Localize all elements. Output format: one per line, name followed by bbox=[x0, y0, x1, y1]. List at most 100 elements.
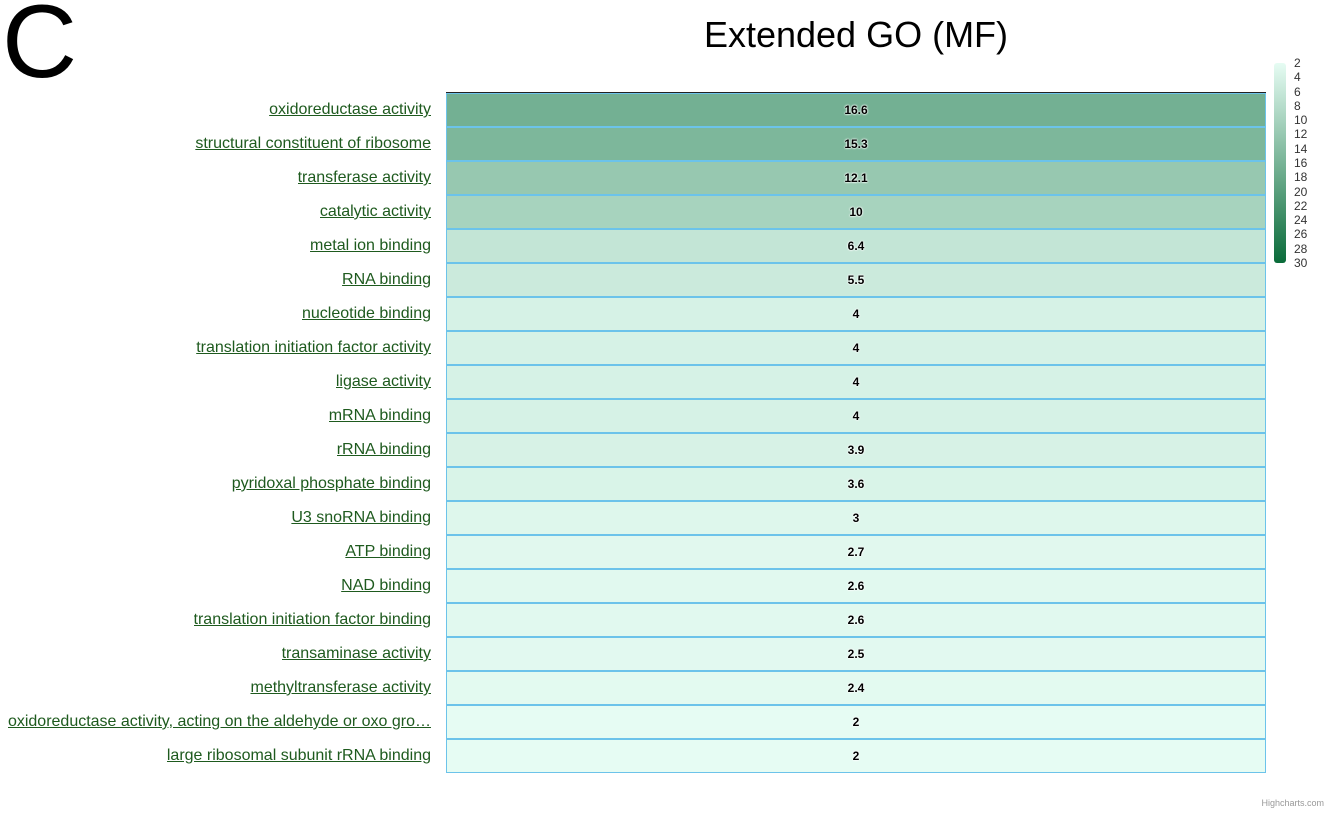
color-axis-tick: 2 bbox=[1294, 56, 1301, 70]
heatmap-cell[interactable]: 2.5 bbox=[446, 637, 1266, 671]
plot-top-border bbox=[446, 92, 1266, 93]
color-axis-tick: 28 bbox=[1294, 241, 1308, 256]
category-label[interactable]: mRNA binding bbox=[0, 399, 431, 433]
heatmap-cell-value: 3 bbox=[852, 511, 860, 525]
heatmap-cell-value: 2.5 bbox=[847, 647, 865, 661]
category-label[interactable]: ligase activity bbox=[0, 365, 431, 399]
heatmap-cell[interactable]: 4 bbox=[446, 365, 1266, 399]
heatmap-cell[interactable]: 3 bbox=[446, 501, 1266, 535]
heatmap-cell[interactable]: 2.4 bbox=[446, 671, 1266, 705]
category-label[interactable]: metal ion binding bbox=[0, 229, 431, 263]
category-label-text: transferase activity bbox=[297, 169, 431, 186]
category-label[interactable]: ATP binding bbox=[0, 535, 431, 569]
category-label-text: RNA binding bbox=[342, 271, 431, 288]
category-label[interactable]: oxidoreductase activity, acting on the a… bbox=[0, 705, 431, 739]
credits-link[interactable]: Highcharts.com bbox=[1261, 798, 1324, 808]
category-label-text: oxidoreductase activity, acting on the a… bbox=[7, 713, 431, 730]
heatmap-cell-value: 12.1 bbox=[844, 171, 868, 185]
color-axis-legend: 2 4 6 8 10 12 14 16 18 20 22 24 26 28 30 bbox=[1274, 56, 1324, 270]
category-label[interactable]: U3 snoRNA binding bbox=[0, 501, 431, 535]
color-axis-tick: 8 bbox=[1294, 98, 1301, 113]
heatmap-cell[interactable]: 2.6 bbox=[446, 603, 1266, 637]
category-label[interactable]: pyridoxal phosphate binding bbox=[0, 467, 431, 501]
heatmap-cell-value: 2.6 bbox=[847, 579, 865, 593]
heatmap-cell-value: 4 bbox=[852, 409, 860, 423]
heatmap-cell[interactable]: 16.6 bbox=[446, 93, 1266, 127]
heatmap-cell-value: 3.9 bbox=[847, 443, 865, 457]
category-label-text: NAD binding bbox=[341, 577, 431, 594]
heatmap-cell[interactable]: 2.7 bbox=[446, 535, 1266, 569]
color-axis-tick: 16 bbox=[1294, 156, 1308, 170]
heatmap-cell[interactable]: 2.6 bbox=[446, 569, 1266, 603]
color-axis-tick: 4 bbox=[1294, 70, 1301, 85]
category-label[interactable]: methyltransferase activity bbox=[0, 671, 431, 705]
category-label-text: nucleotide binding bbox=[302, 305, 431, 322]
color-axis-gradient bbox=[1274, 63, 1286, 263]
category-label-text: large ribosomal subunit rRNA binding bbox=[166, 747, 431, 764]
category-label[interactable]: rRNA binding bbox=[0, 433, 431, 467]
category-label[interactable]: oxidoreductase activity bbox=[0, 93, 431, 127]
heatmap-cell-value: 2 bbox=[852, 749, 860, 763]
category-label-text: ligase activity bbox=[335, 373, 431, 390]
heatmap-cell[interactable]: 4 bbox=[446, 331, 1266, 365]
heatmap-cell[interactable]: 15.3 bbox=[446, 127, 1266, 161]
category-label[interactable]: large ribosomal subunit rRNA binding bbox=[0, 739, 431, 773]
category-label[interactable]: translation initiation factor binding bbox=[0, 603, 431, 637]
category-label-text: structural constituent of ribosome bbox=[195, 135, 431, 152]
heatmap-cell-value: 2.6 bbox=[847, 613, 865, 627]
heatmap-cell[interactable]: 3.6 bbox=[446, 467, 1266, 501]
color-axis-tick: 10 bbox=[1294, 113, 1308, 128]
category-label-text: catalytic activity bbox=[319, 203, 431, 220]
heatmap-cell-value: 2 bbox=[852, 715, 860, 729]
heatmap-cell[interactable]: 10 bbox=[446, 195, 1266, 229]
color-axis-tick: 12 bbox=[1294, 127, 1308, 142]
chart-title: Extended GO (MF) bbox=[703, 14, 1009, 55]
heatmap-cell-value: 6.4 bbox=[847, 239, 865, 253]
category-label[interactable]: NAD binding bbox=[0, 569, 431, 603]
category-label[interactable]: nucleotide binding bbox=[0, 297, 431, 331]
category-label[interactable]: transferase activity bbox=[0, 161, 431, 195]
heatmap-cell-value: 4 bbox=[852, 307, 860, 321]
category-label-text: metal ion binding bbox=[310, 237, 431, 254]
heatmap-cell[interactable]: 12.1 bbox=[446, 161, 1266, 195]
color-axis-tick: 30 bbox=[1294, 256, 1308, 270]
heatmap-cell-value: 16.6 bbox=[844, 103, 868, 117]
heatmap-cell-value: 2.4 bbox=[847, 681, 865, 695]
heatmap-cell[interactable]: 2 bbox=[446, 739, 1266, 773]
heatmap-cell-value: 4 bbox=[852, 375, 860, 389]
heatmap-plot-area: 16.6 15.3 12.1 10 6.4 5.5 4 4 4 4 3.9 3.6 3 2.7 2.6 2.6… bbox=[446, 92, 1266, 773]
color-axis-tick: 24 bbox=[1294, 213, 1308, 228]
category-label-text: mRNA binding bbox=[328, 407, 431, 424]
heatmap-cell-value: 2.7 bbox=[847, 545, 865, 559]
color-axis-tick: 6 bbox=[1294, 84, 1301, 99]
panel-letter: C bbox=[2, 0, 78, 100]
heatmap-cell[interactable]: 6.4 bbox=[446, 229, 1266, 263]
color-axis-tick: 20 bbox=[1294, 184, 1308, 199]
heatmap-cell-value: 5.5 bbox=[847, 273, 865, 287]
category-label-text: oxidoreductase activity bbox=[269, 101, 431, 118]
heatmap-cell[interactable]: 4 bbox=[446, 399, 1266, 433]
heatmap-cell[interactable]: 2 bbox=[446, 705, 1266, 739]
category-label-text: translation initiation factor activity bbox=[196, 339, 431, 356]
heatmap-cell-value: 15.3 bbox=[844, 137, 868, 151]
heatmap-cell-value: 4 bbox=[852, 341, 860, 355]
color-axis-tick: 18 bbox=[1294, 170, 1308, 185]
category-label[interactable]: transaminase activity bbox=[0, 637, 431, 671]
heatmap-cell[interactable]: 4 bbox=[446, 297, 1266, 331]
category-label-text: methyltransferase activity bbox=[250, 679, 431, 696]
category-label-text: rRNA binding bbox=[336, 441, 431, 458]
category-label-text: pyridoxal phosphate binding bbox=[231, 475, 431, 492]
heatmap-cell[interactable]: 3.9 bbox=[446, 433, 1266, 467]
heatmap-cell[interactable]: 5.5 bbox=[446, 263, 1266, 297]
color-axis-tick: 22 bbox=[1294, 198, 1308, 213]
heatmap-cell-value: 3.6 bbox=[847, 477, 865, 491]
color-axis-tick: 14 bbox=[1294, 141, 1308, 156]
color-axis-tick: 26 bbox=[1294, 227, 1308, 242]
heatmap-cell-value: 10 bbox=[849, 205, 863, 219]
category-label-text: U3 snoRNA binding bbox=[291, 509, 431, 526]
category-label[interactable]: RNA binding bbox=[0, 263, 431, 297]
category-label-text: ATP binding bbox=[345, 543, 431, 560]
category-label[interactable]: translation initiation factor activity bbox=[0, 331, 431, 365]
category-label[interactable]: catalytic activity bbox=[0, 195, 431, 229]
category-label[interactable]: structural constituent of ribosome bbox=[0, 127, 431, 161]
